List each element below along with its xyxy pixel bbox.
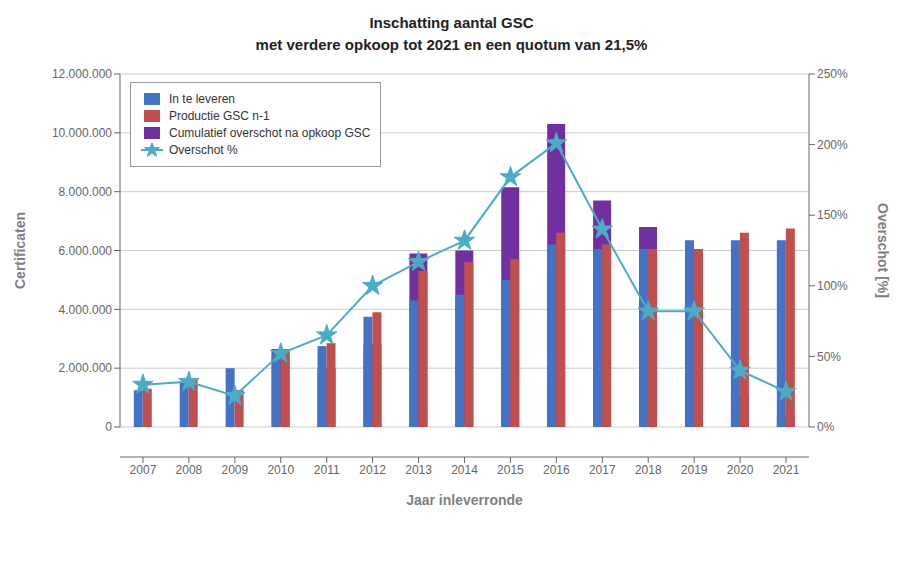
svg-text:2.000.000: 2.000.000 (59, 361, 113, 375)
svg-text:50%: 50% (817, 350, 841, 364)
html-text:Overschot %: Overschot % (169, 143, 238, 157)
svg-text:2015: 2015 (497, 463, 524, 477)
svg-text:2012: 2012 (359, 463, 386, 477)
html-text:met verdere opkoop tot 2021 en: met verdere opkoop tot 2021 en een quotu… (255, 36, 648, 53)
svg-text:2007: 2007 (130, 463, 157, 477)
svg-text:2009: 2009 (221, 463, 248, 477)
svg-text:4.000.000: 4.000.000 (59, 303, 113, 317)
svg-text:2010: 2010 (267, 463, 294, 477)
svg-text:2014: 2014 (451, 463, 478, 477)
html-text:In te leveren: In te leveren (169, 92, 235, 106)
html-text:Productie GSC n-1: Productie GSC n-1 (169, 109, 270, 123)
svg-text:Overschot [%]: Overschot [%] (875, 203, 891, 298)
svg-text:2011: 2011 (314, 463, 340, 477)
svg-text:250%: 250% (817, 67, 848, 81)
svg-text:Jaar inleverronde: Jaar inleverronde (406, 492, 523, 508)
svg-text:10.000.000: 10.000.000 (52, 126, 112, 140)
svg-text:2008: 2008 (176, 463, 203, 477)
svg-text:100%: 100% (817, 279, 848, 293)
svg-text:12.000.000: 12.000.000 (52, 67, 112, 81)
svg-text:0: 0 (105, 420, 112, 434)
html-text:Inschatting aantal GSC: Inschatting aantal GSC (369, 14, 534, 31)
svg-text:Certificaten: Certificaten (12, 212, 28, 289)
html-text:Cumulatief overschot na opkoop: Cumulatief overschot na opkoop GSC (169, 126, 371, 140)
svg-text:2013: 2013 (405, 463, 432, 477)
svg-text:8.000.000: 8.000.000 (59, 185, 113, 199)
svg-text:2021: 2021 (773, 463, 800, 477)
svg-text:2018: 2018 (635, 463, 662, 477)
svg-text:2019: 2019 (681, 463, 708, 477)
svg-text:150%: 150% (817, 208, 848, 222)
svg-text:200%: 200% (817, 138, 848, 152)
svg-text:6.000.000: 6.000.000 (59, 244, 113, 258)
svg-text:2020: 2020 (727, 463, 754, 477)
svg-text:2017: 2017 (589, 463, 616, 477)
svg-text:0%: 0% (817, 420, 835, 434)
svg-text:2016: 2016 (543, 463, 570, 477)
